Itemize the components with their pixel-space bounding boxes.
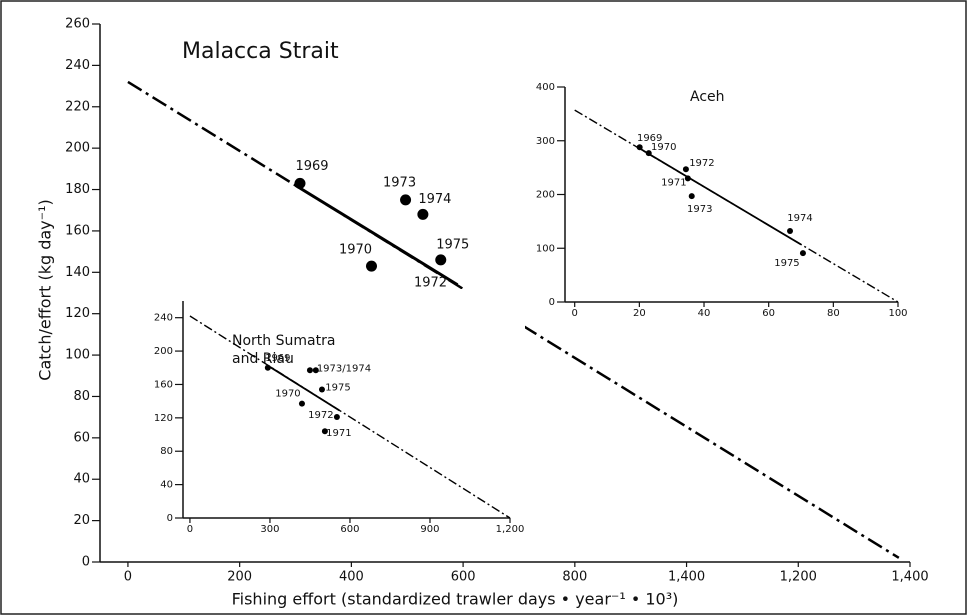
point [318,386,325,393]
x-tick-label: 80 [827,308,840,319]
point [298,400,305,407]
point [417,208,429,220]
point [312,367,319,374]
y-tick-label: 240 [65,58,90,73]
y-tick-label: 0 [549,297,555,308]
fit-line [189,315,511,519]
point [787,228,794,235]
point [435,254,447,266]
fit-line [269,366,340,412]
point-label: 1972 [689,158,714,169]
point [688,193,695,200]
chart-title: North Sumatra [232,333,335,349]
y-tick-label: 60 [73,430,90,445]
x-tick-label: 0 [124,570,132,585]
y-tick-label: 40 [160,480,173,491]
x-tick-label: 1,400 [668,570,705,585]
x-tick-label: 800 [562,570,587,585]
point-label: 1974 [418,192,451,207]
y-tick-label: 200 [154,346,173,357]
x-tick-label: 40 [698,308,711,319]
x-tick-label: 100 [888,308,907,319]
point-label: 1969 [265,353,290,364]
chart-title: and Riau [232,351,294,367]
x-tick-label: 1,400 [891,570,928,585]
point-label: 1970 [651,142,676,153]
point-label: 1974 [787,213,812,224]
x-tick-label: 200 [227,570,252,585]
y-tick-label: 80 [73,389,90,404]
x-tick-label: 0 [187,524,193,535]
point [365,260,377,272]
x-tick-label: 1,200 [780,570,817,585]
fit-line [638,147,802,246]
inset-bg [530,75,913,325]
y-tick-label: 160 [65,223,90,238]
point-label: 1970 [339,243,372,258]
x-tick-label: 20 [633,308,646,319]
point-label: 1969 [295,159,328,174]
y-tick-label: 240 [154,313,173,324]
point-label: 1972 [308,410,333,421]
point-label: 1973 [687,204,712,215]
y-tick-label: 200 [65,141,90,156]
y-tick-label: 300 [536,136,555,147]
point-label: 1975 [325,382,350,393]
x-tick-label: 400 [339,570,364,585]
chart-title: Aceh [690,89,725,105]
y-tick-label: 400 [536,82,555,93]
point-label: 1971 [661,177,686,188]
x-tick-label: 600 [451,570,476,585]
y-tick-label: 100 [536,243,555,254]
x-tick-label: 900 [420,524,439,535]
point [321,428,328,435]
x-tick-label: 600 [340,524,359,535]
point [306,367,313,374]
y-tick-label: 20 [73,513,90,528]
y-tick-label: 80 [160,446,173,457]
point [682,166,689,173]
y-tick-label: 200 [536,190,555,201]
point-label: 1970 [275,389,300,400]
point-label: 1975 [436,237,469,252]
y-tick-label: 0 [167,513,173,524]
fit-line [127,80,900,559]
y-tick-label: 180 [65,182,90,197]
y-axis-label: Catch/effort (kg day⁻¹) [36,199,55,380]
x-tick-label: 60 [762,308,775,319]
y-tick-label: 100 [65,348,90,363]
x-tick-label: 300 [260,524,279,535]
chart-title: Malacca Strait [182,39,339,64]
x-tick-label: 0 [572,308,578,319]
y-tick-label: 160 [154,379,173,390]
point-label: 1975 [774,258,799,269]
point [400,194,412,206]
x-tick-label: 1,200 [496,524,525,535]
y-tick-label: 140 [65,265,90,280]
y-tick-label: 120 [65,306,90,321]
point [799,250,806,257]
point [333,414,340,421]
y-tick-label: 260 [65,17,90,32]
y-tick-label: 0 [82,555,90,570]
x-axis-label: Fishing effort (standardized trawler day… [232,590,679,609]
point-label: 1971 [326,428,351,439]
y-tick-label: 120 [154,413,173,424]
point-label: 1972 [414,276,447,291]
y-tick-label: 220 [65,99,90,114]
point-label: 1973/1974 [317,363,371,374]
y-tick-label: 40 [73,472,90,487]
point-label: 1969 [637,133,662,144]
point-label: 1973 [383,175,416,190]
fit-line [294,184,459,287]
